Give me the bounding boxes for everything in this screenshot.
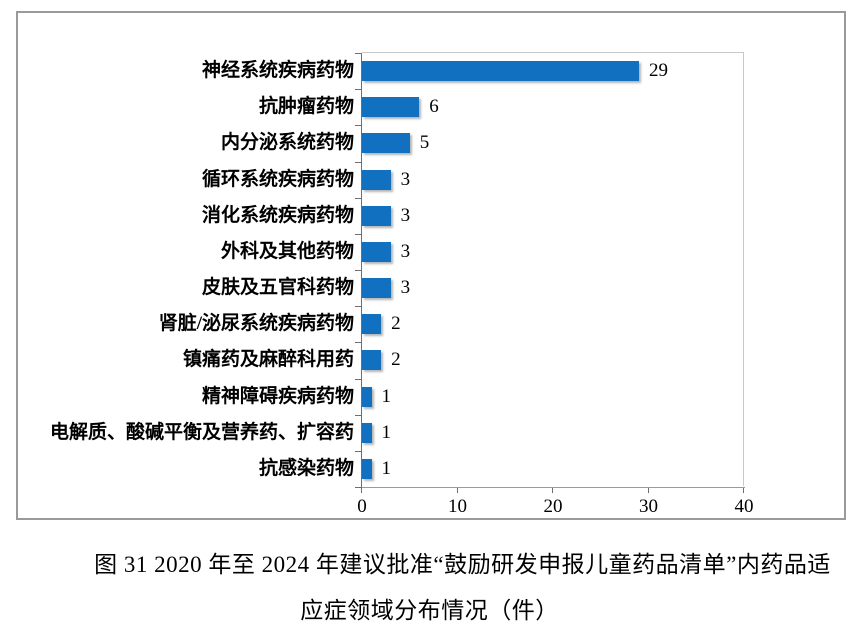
- category-label: 内分泌系统药物: [220, 132, 354, 154]
- bar-row: 消化系统疾病药物 3: [202, 198, 743, 234]
- category-label: 抗感染药物: [258, 457, 354, 479]
- figure-caption-line1: 图 31 2020 年至 2024 年建议批准“鼓励研发申报儿童药品清单”内药品…: [94, 552, 831, 577]
- bar: [362, 386, 372, 407]
- category-label: 肾脏/泌尿系统疾病药物: [158, 313, 354, 335]
- value-label: 2: [391, 349, 401, 371]
- value-label: 1: [381, 421, 392, 443]
- category-label: 神经系统疾病药物: [201, 60, 354, 82]
- bar: [362, 422, 372, 443]
- category-axis-tick: [355, 306, 362, 307]
- category-label: 循环系统疾病药物: [201, 168, 354, 190]
- x-axis-tick: [552, 488, 553, 493]
- value-label: 5: [419, 132, 430, 154]
- bar-row: 循环系统疾病药物 3: [202, 162, 743, 198]
- value-label: 1: [381, 457, 392, 479]
- category-axis-tick: [355, 379, 362, 380]
- category-axis-tick: [355, 125, 362, 126]
- category-axis-tick: [355, 198, 362, 199]
- bar-row: 肾脏/泌尿系统疾病药物 2: [159, 306, 743, 342]
- category-axis-tick: [355, 342, 362, 343]
- category-label: 精神障碍疾病药物: [201, 385, 354, 407]
- x-axis-tick: [743, 488, 744, 493]
- value-label: 2: [391, 313, 401, 335]
- x-axis-line: [361, 487, 745, 488]
- bar: [362, 241, 391, 262]
- category-label: 电解质、酸碱平衡及营养药、扩容药: [49, 421, 354, 443]
- bar: [362, 97, 420, 118]
- bar: [362, 205, 391, 226]
- category-axis-tick: [355, 270, 362, 271]
- bar: [362, 458, 372, 479]
- plot-area: 神经系统疾病药物 29 抗肿瘤药物 6 内分泌系统药物 5 循环系统疾病药物 3 消化系统疾病药…: [50, 52, 754, 517]
- bar: [362, 169, 391, 190]
- category-label: 抗肿瘤药物: [258, 96, 354, 118]
- value-label: 3: [400, 168, 411, 190]
- category-axis-tick: [355, 487, 362, 488]
- bar: [362, 314, 382, 335]
- value-label: 6: [429, 96, 439, 118]
- value-label: 29: [648, 60, 668, 82]
- x-axis-tick: [456, 488, 458, 493]
- bar-row: 神经系统疾病药物 29: [202, 53, 743, 89]
- bar-row: 皮肤及五官科药物 3: [202, 270, 743, 306]
- value-label: 3: [400, 204, 411, 226]
- category-label: 皮肤及五官科药物: [201, 277, 354, 299]
- x-axis-tick: [361, 488, 362, 493]
- x-axis-tick-label: 30: [639, 496, 658, 517]
- category-axis-tick: [355, 415, 362, 416]
- category-axis-tick: [355, 234, 362, 235]
- x-axis-tick-label: 20: [543, 496, 563, 517]
- bar-row: 抗感染药物 1: [259, 451, 743, 487]
- x-axis-tick: [647, 488, 649, 493]
- bar: [362, 61, 639, 82]
- category-axis-tick: [355, 53, 362, 54]
- x-axis-tick-label: 0: [357, 496, 367, 517]
- value-label: 3: [400, 277, 411, 299]
- figure-caption-line2: 应症领域分布情况（件）: [300, 598, 559, 623]
- bar-row: 镇痛药及麻醉科用药 2: [183, 342, 743, 378]
- bar: [362, 350, 382, 371]
- category-label: 消化系统疾病药物: [201, 204, 354, 226]
- bar: [362, 278, 391, 299]
- x-axis-tick-label: 40: [734, 496, 754, 517]
- category-axis-tick: [355, 89, 362, 90]
- figure-31-chart-frame: 神经系统疾病药物 29 抗肿瘤药物 6 内分泌系统药物 5 循环系统疾病药物 3 消化系统疾病药…: [16, 11, 846, 520]
- x-axis-tick-label: 10: [448, 496, 467, 517]
- bar-row: 抗肿瘤药物 6: [259, 89, 743, 125]
- bar: [362, 133, 410, 154]
- category-label: 镇痛药及麻醉科用药: [182, 349, 354, 371]
- category-axis-tick: [355, 162, 362, 163]
- bar-row: 外科及其他药物 3: [221, 234, 743, 270]
- bar-row: 电解质、酸碱平衡及营养药、扩容药 1: [50, 415, 743, 451]
- value-label: 1: [381, 385, 392, 407]
- bar-row: 内分泌系统药物 5: [221, 125, 743, 161]
- bar-row: 精神障碍疾病药物 1: [202, 379, 743, 415]
- category-axis-tick: [355, 451, 362, 452]
- category-label: 外科及其他药物: [220, 240, 354, 262]
- value-label: 3: [400, 240, 411, 262]
